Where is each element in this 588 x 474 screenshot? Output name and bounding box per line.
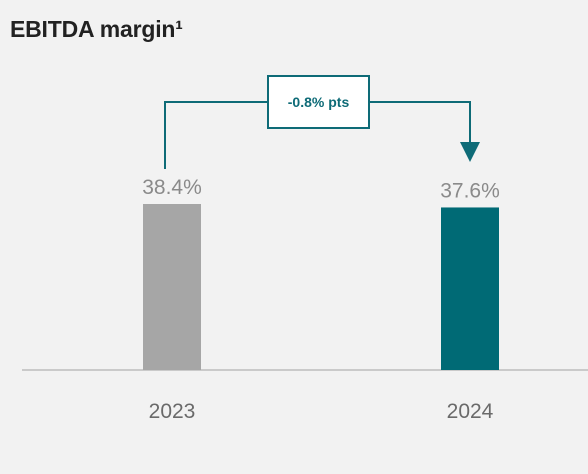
category-label-2023: 2023 bbox=[149, 400, 196, 423]
labels-layer: 38.4% 2023 37.6% 2024 bbox=[142, 176, 500, 423]
bar-2024 bbox=[441, 207, 499, 370]
bars-layer bbox=[143, 204, 499, 370]
delta-label: -0.8% pts bbox=[288, 94, 350, 110]
value-label-2023: 38.4% bbox=[142, 176, 202, 199]
delta-box bbox=[267, 75, 370, 129]
chart-title: EBITDA margin¹ bbox=[10, 16, 183, 42]
bar-2023 bbox=[143, 204, 201, 370]
delta-annotation: -0.8% pts bbox=[164, 75, 470, 169]
category-label-2024: 2024 bbox=[447, 400, 494, 423]
value-label-2024: 37.6% bbox=[440, 179, 500, 202]
delta-bracket-line bbox=[164, 101, 470, 169]
